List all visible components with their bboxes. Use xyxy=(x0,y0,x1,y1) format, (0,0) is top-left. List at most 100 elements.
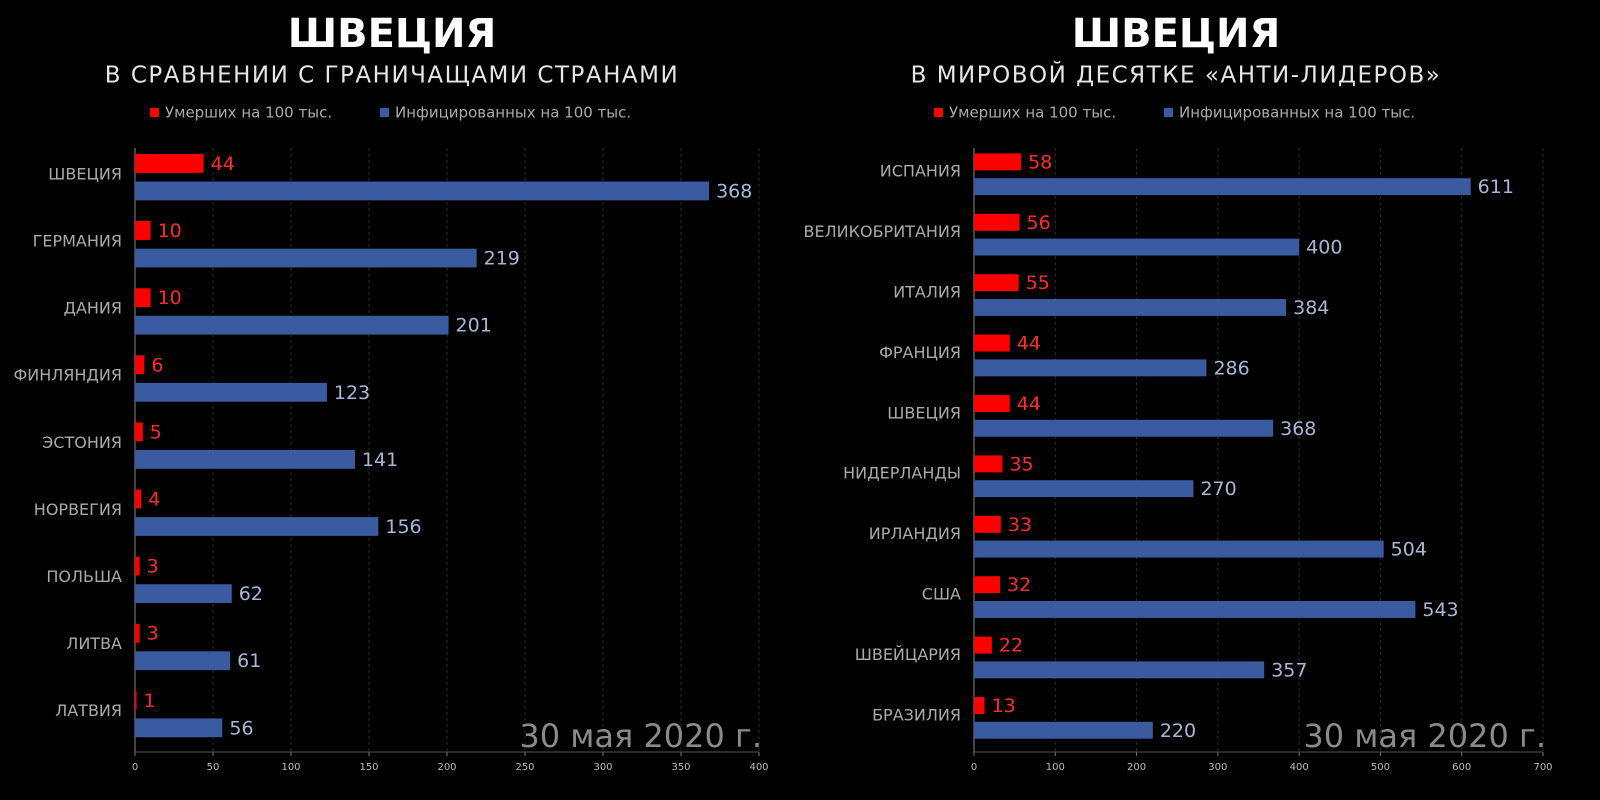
category-label: ДАНИЯ xyxy=(63,299,122,318)
annotation: 30 мая 2020 г. xyxy=(519,717,762,755)
x-tick-label: 0 xyxy=(971,762,977,773)
bar xyxy=(135,556,140,576)
bar xyxy=(974,178,1471,196)
value-label: 3 xyxy=(147,556,159,578)
bar xyxy=(135,288,151,308)
x-tick-label: 200 xyxy=(437,762,456,773)
value-label: 286 xyxy=(1213,357,1249,379)
category-label: НИДЕРЛАНДЫ xyxy=(843,464,961,483)
value-label: 219 xyxy=(484,248,520,270)
value-label: 22 xyxy=(999,635,1023,657)
bar xyxy=(135,450,355,469)
bar xyxy=(135,221,151,240)
bar xyxy=(974,419,1274,437)
category-label: ИТАЛИЯ xyxy=(893,282,961,301)
bar xyxy=(974,636,992,654)
legend-label: Умерших на 100 тыс. xyxy=(165,104,332,122)
bar xyxy=(974,274,1019,292)
value-label: 10 xyxy=(158,287,182,309)
bar xyxy=(135,651,231,671)
value-label: 270 xyxy=(1200,478,1236,500)
value-label: 368 xyxy=(716,180,752,202)
category-label: БРАЗИЛИЯ xyxy=(872,705,961,724)
bar xyxy=(135,517,379,536)
value-label: 58 xyxy=(1028,151,1052,173)
annotation: 30 мая 2020 г. xyxy=(1303,717,1546,755)
category-label: НОРВЕГИЯ xyxy=(34,500,122,519)
value-label: 123 xyxy=(334,382,370,404)
value-label: 33 xyxy=(1008,514,1032,536)
bar xyxy=(135,422,143,442)
value-label: 504 xyxy=(1391,539,1427,561)
bar xyxy=(974,153,1022,171)
bar xyxy=(974,721,1153,739)
x-tick-label: 400 xyxy=(749,762,768,773)
bar xyxy=(135,690,137,710)
value-label: 368 xyxy=(1280,418,1316,440)
bar xyxy=(135,489,142,509)
value-label: 13 xyxy=(992,695,1016,717)
legend-marker xyxy=(150,108,159,117)
x-tick-label: 300 xyxy=(1208,762,1227,773)
legend-marker xyxy=(1164,108,1173,117)
bar xyxy=(135,584,232,604)
x-tick-label: 100 xyxy=(1046,762,1065,773)
legend-marker xyxy=(934,108,943,117)
value-label: 56 xyxy=(1027,212,1051,234)
chart-title: ШВЕЦИЯ xyxy=(288,11,497,57)
value-label: 384 xyxy=(1293,297,1329,319)
bar xyxy=(135,181,710,201)
x-tick-label: 500 xyxy=(1371,762,1390,773)
bar xyxy=(135,718,223,738)
value-label: 220 xyxy=(1160,720,1196,742)
bar xyxy=(135,154,204,173)
category-label: ИРЛАНДИЯ xyxy=(869,524,961,543)
category-label: ФИНЛЯНДИЯ xyxy=(13,366,122,385)
bar xyxy=(974,299,1287,316)
x-tick-label: 350 xyxy=(671,762,690,773)
bar xyxy=(974,334,1010,352)
bar xyxy=(974,455,1003,473)
chart-subtitle: В МИРОВОЙ ДЕСЯТКЕ «АНТИ-ЛИДЕРОВ» xyxy=(911,61,1442,89)
bar xyxy=(974,576,1001,594)
bar xyxy=(135,623,140,643)
bar xyxy=(974,601,1416,618)
value-label: 5 xyxy=(150,421,162,443)
value-label: 44 xyxy=(211,153,235,175)
category-label: ГЕРМАНИЯ xyxy=(33,231,122,250)
bar xyxy=(135,355,145,375)
bar xyxy=(974,359,1207,377)
category-label: ЛИТВА xyxy=(66,634,122,653)
legend-label: Инфицированных на 100 тыс. xyxy=(395,104,631,122)
chart-subtitle: В СРАВНЕНИИ С ГРАНИЧАЩАМИ СТРАНАМИ xyxy=(105,63,679,89)
bar xyxy=(135,382,327,402)
bar xyxy=(135,315,449,335)
value-label: 156 xyxy=(385,516,421,538)
value-label: 44 xyxy=(1017,393,1041,415)
x-tick-label: 700 xyxy=(1533,762,1552,773)
x-tick-label: 300 xyxy=(593,762,612,773)
bar xyxy=(974,213,1020,231)
legend-label: Инфицированных на 100 тыс. xyxy=(1179,104,1415,122)
value-label: 141 xyxy=(362,449,398,471)
value-label: 4 xyxy=(148,488,160,510)
value-label: 62 xyxy=(239,583,263,605)
value-label: 32 xyxy=(1007,574,1031,596)
value-label: 56 xyxy=(229,717,253,739)
value-label: 201 xyxy=(456,315,492,337)
x-tick-label: 150 xyxy=(359,762,378,773)
bar xyxy=(135,248,477,268)
bar xyxy=(974,238,1300,256)
category-label: США xyxy=(922,584,961,603)
category-label: ЛАТВИЯ xyxy=(55,701,122,720)
bar xyxy=(974,697,985,714)
value-label: 10 xyxy=(158,220,182,242)
value-label: 3 xyxy=(147,623,159,645)
value-label: 400 xyxy=(1306,237,1342,259)
value-label: 1 xyxy=(144,690,156,712)
category-label: ЭСТОНИЯ xyxy=(42,433,122,452)
x-tick-label: 200 xyxy=(1127,762,1146,773)
bar xyxy=(974,395,1010,412)
value-label: 611 xyxy=(1478,176,1514,198)
